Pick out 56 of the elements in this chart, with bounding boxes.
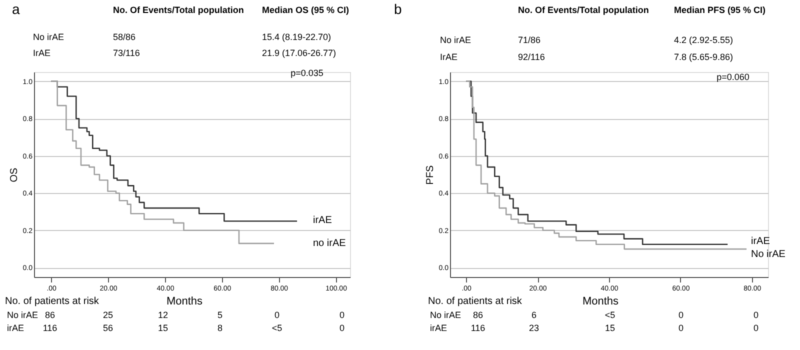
text: 92/116	[518, 52, 545, 62]
text: 0	[339, 323, 345, 333]
text: No irAE	[430, 310, 462, 320]
text: No irAE	[33, 32, 64, 42]
text: 56	[102, 323, 114, 333]
x-axis-title: Months	[582, 296, 620, 308]
text: IrAE	[33, 48, 51, 58]
text: 5	[217, 310, 223, 320]
text: 71/86	[518, 35, 541, 45]
text: 0	[753, 310, 759, 320]
text: 7.8 (5.65-9.86)	[674, 52, 734, 62]
text: No. of patients at risk	[428, 296, 523, 307]
text: No. of patients at risk	[5, 296, 100, 307]
annotation: p=0.035	[290, 68, 324, 78]
text: 12	[158, 310, 168, 320]
text: No. Of Events/Total population	[113, 5, 244, 15]
chart-title: a	[12, 1, 20, 17]
series-label: irAE	[313, 215, 332, 226]
text: 0	[274, 310, 280, 320]
text: 15.4 (8.19-22.70)	[262, 32, 332, 42]
text: 4.2 (2.92-5.55)	[674, 35, 734, 45]
y-axis-title: PFS	[424, 164, 436, 185]
text: irAE	[7, 323, 24, 333]
text: 116	[42, 323, 58, 333]
text: 15	[158, 323, 168, 333]
text: 0	[753, 323, 759, 333]
annotation: p=0.060	[716, 72, 750, 82]
y-axis-title: OS	[8, 167, 20, 182]
text: No. Of Events/Total population	[518, 5, 649, 15]
text: irAE	[430, 323, 448, 333]
text: no irAE	[313, 238, 346, 249]
text: 116	[470, 323, 486, 333]
text: 8	[217, 323, 223, 333]
text: 6	[531, 310, 537, 320]
text: 0	[339, 310, 345, 320]
text: Median PFS (95 % CI)	[674, 5, 766, 15]
text: No irAE	[440, 35, 472, 45]
text: IrAE	[440, 52, 458, 62]
text: 15	[604, 323, 616, 333]
x-axis-title: Months	[166, 296, 204, 308]
text: 58/86	[113, 32, 136, 42]
text: <5	[604, 310, 616, 320]
text: 0	[678, 310, 684, 320]
text: 23	[528, 323, 540, 333]
text: 86	[472, 310, 484, 320]
text: Median OS (95 % CI)	[262, 5, 350, 15]
text: 86	[44, 310, 56, 320]
text: 0	[678, 323, 684, 333]
text: 73/116	[113, 48, 140, 58]
text: 25	[102, 310, 114, 320]
text: No irAE	[7, 310, 38, 320]
text: 21.9 (17.06-26.77)	[262, 48, 336, 58]
text: <5	[272, 323, 282, 333]
series-label: No irAE	[751, 249, 786, 260]
text: irAE	[751, 236, 770, 247]
chart-title: b	[394, 1, 402, 17]
